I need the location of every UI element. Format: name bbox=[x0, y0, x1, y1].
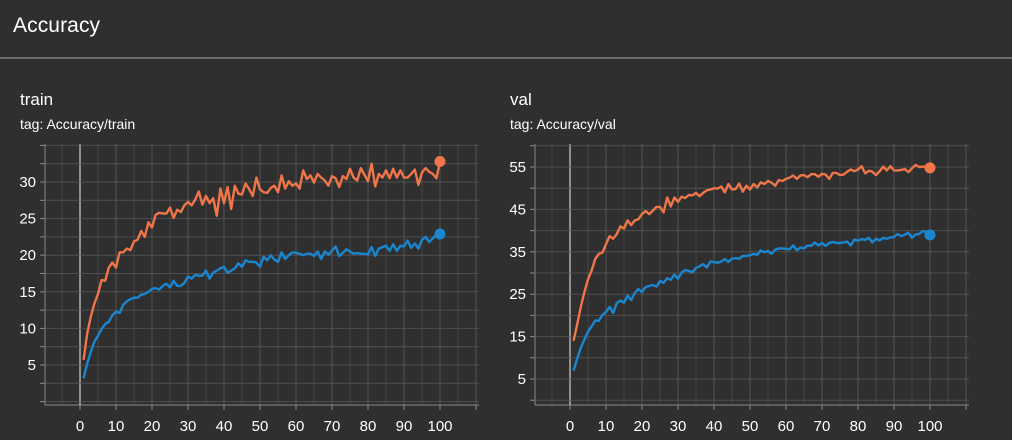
x-tick-label: 20 bbox=[144, 418, 161, 435]
series-line bbox=[82, 161, 442, 361]
y-tick-label: 15 bbox=[19, 284, 36, 301]
section-header[interactable]: Accuracy bbox=[0, 0, 1012, 59]
x-tick-label: 70 bbox=[814, 418, 831, 435]
series-end-point bbox=[924, 229, 936, 241]
y-tick-label: 25 bbox=[19, 211, 36, 228]
series-end-point bbox=[924, 162, 936, 174]
x-tick-label: 90 bbox=[396, 418, 413, 435]
y-tick-label: 5 bbox=[28, 357, 36, 374]
y-tick-label: 35 bbox=[509, 244, 526, 261]
chart-card-val: val tag: Accuracy/val 5 15 25 35 45 55 0 10 20 30… bbox=[509, 59, 1000, 439]
series-line bbox=[572, 229, 931, 371]
x-tick-label: 60 bbox=[778, 418, 795, 435]
y-tick-label: 55 bbox=[509, 159, 526, 176]
chart-card-train: train tag: Accuracy/train 5 10 15 20 25 30 0 10… bbox=[19, 59, 500, 439]
y-tick-label: 25 bbox=[509, 286, 526, 303]
chart-plot-train[interactable]: 5 10 15 20 25 30 0 10 20 30 40 50 60 70 80 90 100 bbox=[0, 144, 479, 435]
x-tick-label: 50 bbox=[252, 418, 269, 435]
chart-plot-val[interactable]: 5 15 25 35 45 55 0 10 20 30 40 50 60 70 80 90 100 bbox=[490, 144, 970, 435]
x-tick-label: 10 bbox=[598, 418, 615, 435]
y-tick-label: 5 bbox=[518, 371, 526, 388]
x-tick-label: 40 bbox=[706, 418, 723, 435]
x-tick-label: 100 bbox=[427, 418, 452, 435]
series-end-point bbox=[434, 156, 446, 168]
chart-tag: tag: Accuracy/train bbox=[20, 116, 136, 132]
y-tick-label: 45 bbox=[509, 201, 526, 218]
x-tick-label: 90 bbox=[886, 418, 903, 435]
y-tick-label: 10 bbox=[19, 320, 36, 337]
series-line bbox=[572, 163, 931, 342]
x-tick-label: 70 bbox=[324, 418, 341, 435]
x-tick-label: 20 bbox=[634, 418, 651, 435]
x-tick-label: 80 bbox=[850, 418, 867, 435]
chart-title: val bbox=[510, 90, 532, 109]
chart-title: train bbox=[20, 90, 54, 109]
x-tick-label: 100 bbox=[917, 418, 942, 435]
x-tick-label: 0 bbox=[566, 418, 574, 435]
x-tick-label: 0 bbox=[76, 418, 84, 435]
x-tick-label: 80 bbox=[360, 418, 377, 435]
x-tick-label: 40 bbox=[216, 418, 233, 435]
x-tick-label: 10 bbox=[108, 418, 125, 435]
x-tick-label: 30 bbox=[180, 418, 197, 435]
series-line bbox=[82, 232, 441, 379]
x-tick-label: 30 bbox=[670, 418, 687, 435]
y-tick-label: 15 bbox=[509, 329, 526, 346]
y-tick-label: 30 bbox=[19, 174, 36, 191]
section-title: Accuracy bbox=[13, 14, 101, 37]
series-end-point bbox=[434, 228, 446, 240]
x-tick-label: 60 bbox=[288, 418, 305, 435]
chart-tag: tag: Accuracy/val bbox=[510, 116, 616, 132]
y-tick-label: 20 bbox=[19, 247, 36, 264]
x-tick-label: 50 bbox=[742, 418, 759, 435]
